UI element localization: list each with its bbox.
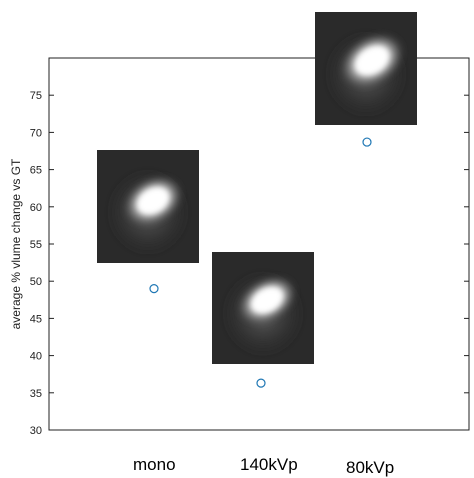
thumbnails (97, 12, 417, 364)
y-tick-label: 55 (30, 239, 42, 251)
data-point-140kvp (256, 378, 266, 388)
y-tick-label: 40 (30, 351, 42, 363)
y-tick-label: 30 (30, 425, 42, 437)
lesion-thumbnail-140kvp (212, 252, 314, 364)
category-label: 140kVp (240, 455, 298, 474)
axes: 30 35 40 45 50 55 60 65 70 75 average % vlume chan… (9, 57, 470, 437)
thumbnail-lesion-core (137, 188, 169, 214)
y-tick-label: 70 (30, 127, 42, 139)
y-tick-label: 75 (30, 90, 42, 102)
data-markers (149, 137, 372, 388)
y-axis-title: average % vlume change vs GT (9, 158, 23, 329)
y-tick-label: 65 (30, 165, 42, 177)
lesion-thumbnail-mono (97, 150, 199, 263)
lesion-thumbnail-80kvp (315, 12, 417, 125)
y-tick-label: 50 (30, 276, 42, 288)
data-point-mono (149, 284, 159, 294)
category-label: mono (133, 455, 176, 474)
thumbnail-lesion-core (355, 46, 389, 75)
data-point-80kvp (362, 137, 372, 147)
y-tick-label: 60 (30, 202, 42, 214)
y-tick-label: 45 (30, 313, 42, 325)
thumbnail-lesion-core (251, 287, 283, 313)
category-label: 80kVp (346, 458, 395, 477)
y-tick-label: 35 (30, 388, 42, 400)
